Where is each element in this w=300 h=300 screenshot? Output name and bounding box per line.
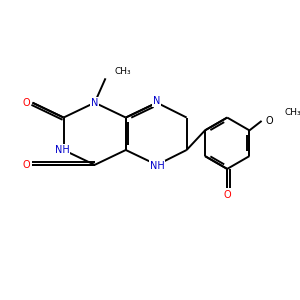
Text: NH: NH	[149, 161, 164, 171]
Text: O: O	[22, 98, 30, 108]
Text: CH₃: CH₃	[115, 67, 132, 76]
Text: NH: NH	[55, 145, 70, 155]
Text: O: O	[266, 116, 273, 126]
Text: O: O	[22, 160, 30, 170]
Text: N: N	[91, 98, 98, 108]
Text: CH₃: CH₃	[285, 108, 300, 117]
Text: N: N	[153, 96, 161, 106]
Text: O: O	[224, 190, 231, 200]
